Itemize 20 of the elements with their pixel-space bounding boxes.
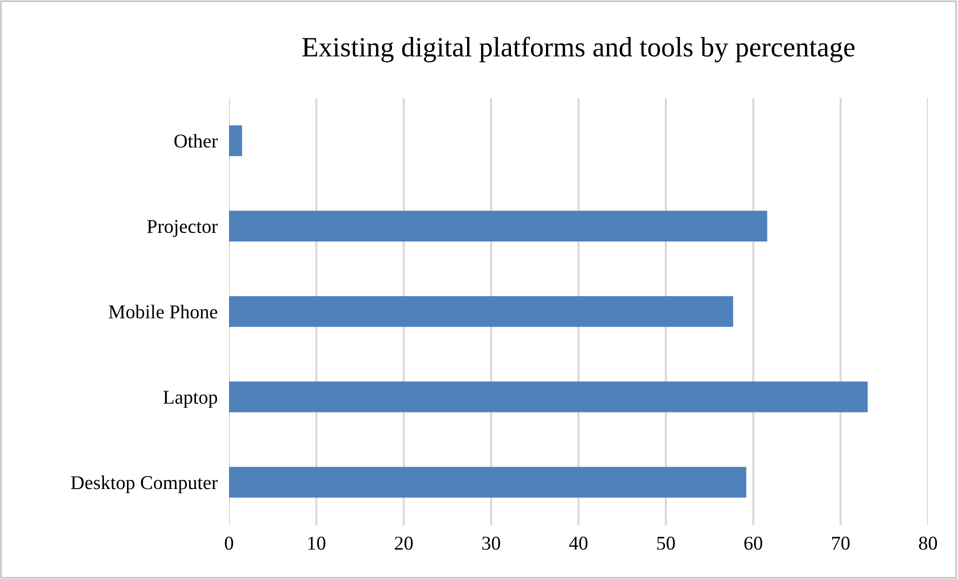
x-tick-label: 20 bbox=[394, 536, 413, 550]
y-tick-label: Laptop bbox=[163, 390, 218, 408]
y-tick-label: Other bbox=[174, 134, 218, 148]
x-tick-label: 0 bbox=[224, 536, 234, 550]
bar bbox=[229, 296, 734, 327]
bar bbox=[229, 210, 768, 242]
x-tick-label: 10 bbox=[308, 536, 326, 550]
x-tick-label: 60 bbox=[744, 536, 762, 550]
x-tick-label: 40 bbox=[569, 536, 588, 550]
x-tick-label: 80 bbox=[919, 536, 937, 550]
x-tick-label: 70 bbox=[832, 536, 850, 550]
bar bbox=[229, 466, 746, 498]
bar bbox=[229, 125, 242, 156]
chart-title: Existing digital platforms and tools by percentage bbox=[302, 36, 854, 62]
y-tick-label: Desktop Computer bbox=[71, 476, 218, 494]
x-tick-label: 50 bbox=[657, 536, 675, 550]
x-tick-label: 30 bbox=[482, 536, 500, 550]
y-tick-label: Mobile Phone bbox=[108, 304, 218, 318]
y-tick-label: Projector bbox=[147, 220, 218, 237]
bar bbox=[229, 382, 868, 412]
